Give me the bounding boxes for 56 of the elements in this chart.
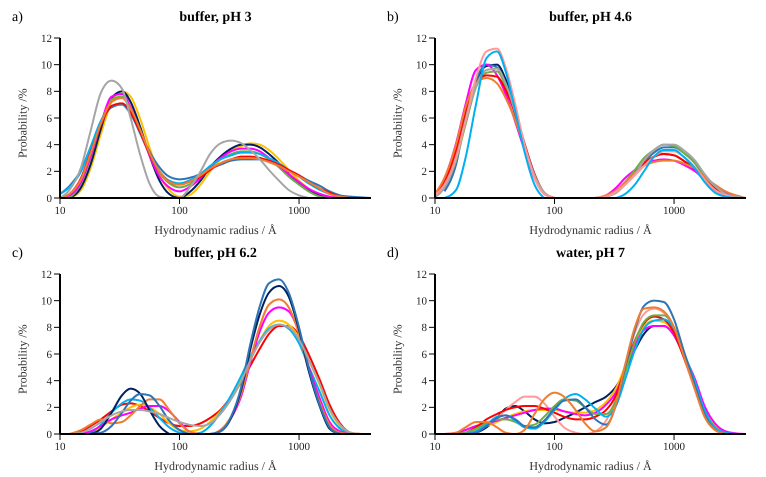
x-tick-label: 10 [54, 204, 66, 217]
y-tick-label: 4 [46, 376, 52, 388]
chart-title: buffer, pH 3 [178, 10, 253, 26]
chart-title: water, pH 7 [554, 246, 626, 262]
x-tick-label: 1000 [663, 204, 686, 217]
y-tick-label: 0 [46, 428, 52, 441]
x-axis-title: Hydrodynamic radius / Å [154, 223, 277, 237]
y-tick-label: 10 [41, 60, 52, 72]
text: b) [387, 10, 399, 26]
x-tick-label: 10 [54, 440, 66, 453]
y-axis-title: Probability /% [390, 88, 404, 158]
y-tick-label: 8 [46, 322, 52, 334]
y-tick-label: 12 [416, 32, 427, 45]
text: a) [12, 10, 23, 26]
x-axis-title: Hydrodynamic radius / Å [529, 223, 652, 237]
y-tick-label: 0 [422, 428, 428, 441]
y-tick-label: 2 [422, 166, 427, 178]
y-tick-label: 8 [46, 86, 52, 98]
y-tick-label: 10 [41, 296, 52, 308]
y-tick-label: 2 [422, 402, 427, 414]
y-tick-label: 4 [422, 376, 428, 388]
x-tick-label: 100 [546, 204, 564, 217]
x-tick-label: 100 [171, 204, 188, 217]
y-tick-label: 0 [422, 192, 428, 205]
y-tick-label: 6 [422, 112, 428, 125]
x-tick-label: 1000 [288, 204, 311, 217]
y-tick-label: 12 [41, 268, 52, 281]
y-tick-label: 12 [416, 268, 427, 281]
y-tick-label: 8 [422, 86, 428, 98]
y-tick-label: 2 [46, 166, 52, 178]
y-axis-title: Probability /% [15, 324, 30, 394]
y-tick-label: 8 [422, 322, 428, 334]
x-tick-label: 100 [546, 440, 564, 453]
y-tick-label: 6 [46, 112, 52, 125]
y-axis-title: Probability /% [15, 88, 30, 158]
x-axis-title: Hydrodynamic radius / Å [529, 459, 652, 473]
y-tick-label: 10 [416, 60, 428, 72]
y-tick-label: 6 [422, 348, 428, 361]
x-tick-label: 1000 [288, 440, 311, 453]
x-axis-title: Hydrodynamic radius / Å [154, 459, 277, 473]
y-tick-label: 10 [416, 296, 428, 308]
text: c) [12, 246, 23, 262]
y-tick-label: 2 [46, 402, 52, 414]
y-tick-label: 4 [46, 140, 52, 152]
y-tick-label: 6 [46, 348, 52, 361]
x-tick-label: 1000 [663, 440, 686, 453]
x-tick-label: 10 [430, 440, 441, 453]
y-axis-title: Probability /% [390, 324, 404, 394]
y-tick-label: 0 [46, 192, 52, 205]
chart-title: buffer, pH 6.2 [173, 246, 258, 262]
text: d) [387, 246, 399, 262]
y-tick-label: 12 [41, 32, 52, 45]
x-tick-label: 10 [430, 204, 441, 217]
y-tick-label: 4 [422, 140, 428, 152]
chart-title: buffer, pH 4.6 [548, 10, 633, 26]
x-tick-label: 100 [171, 440, 188, 453]
